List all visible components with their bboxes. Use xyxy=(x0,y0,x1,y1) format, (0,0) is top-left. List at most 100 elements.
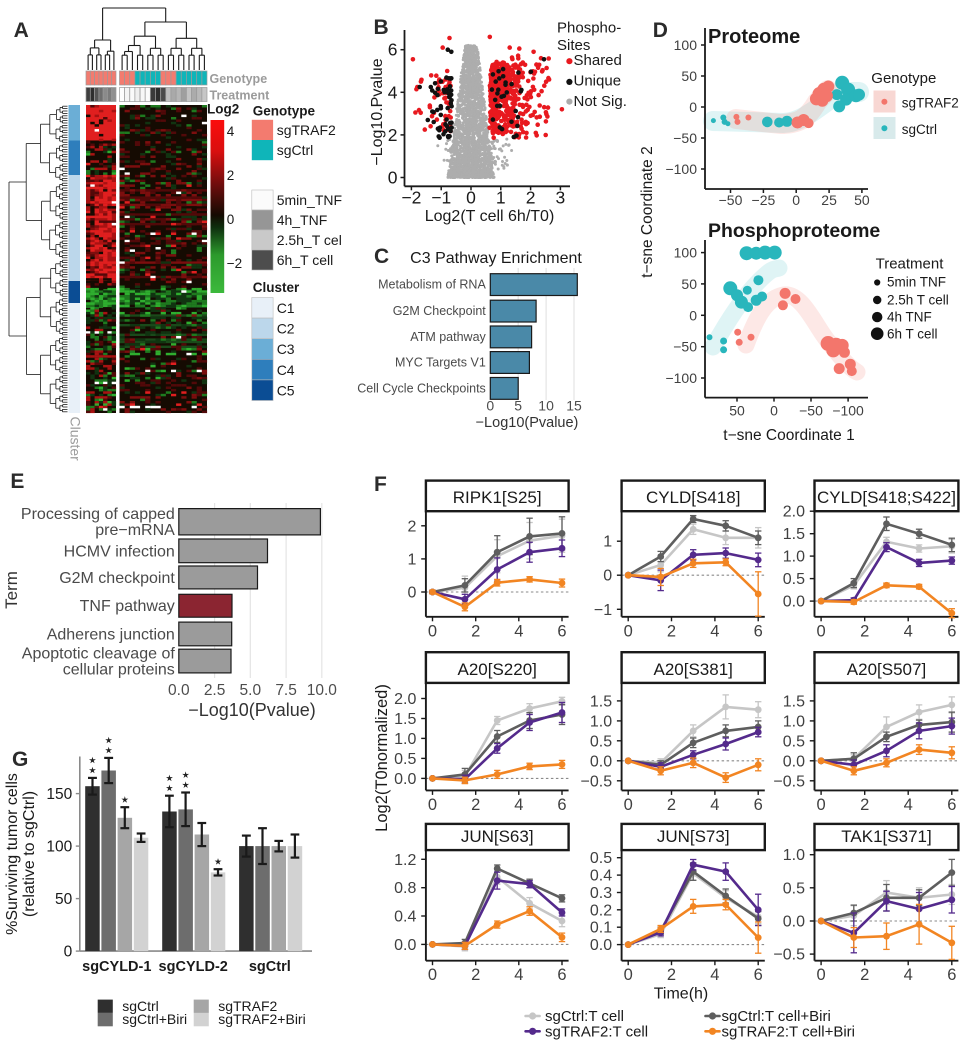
svg-text:Genotype: Genotype xyxy=(871,70,936,87)
svg-text:50: 50 xyxy=(55,891,73,908)
svg-text:sgTRAF2: sgTRAF2 xyxy=(277,122,336,138)
svg-text:1.0: 1.0 xyxy=(783,549,805,566)
svg-text:0: 0 xyxy=(603,568,612,585)
svg-text:1.0: 1.0 xyxy=(394,731,416,748)
svg-text:0.0: 0.0 xyxy=(783,594,805,611)
svg-text:1.5: 1.5 xyxy=(783,693,805,710)
svg-text:0.0: 0.0 xyxy=(394,937,416,954)
svg-text:15: 15 xyxy=(566,398,582,414)
svg-text:Cluster: Cluster xyxy=(253,280,300,295)
svg-text:−1: −1 xyxy=(594,602,612,619)
svg-text:sgTRAF2:T cell: sgTRAF2:T cell xyxy=(545,1023,648,1040)
svg-text:6: 6 xyxy=(947,622,956,640)
svg-text:ATM pathway: ATM pathway xyxy=(410,330,486,344)
svg-text:0.0: 0.0 xyxy=(394,771,416,788)
svg-text:100: 100 xyxy=(674,245,698,261)
svg-text:2.5h T cell: 2.5h T cell xyxy=(887,293,949,308)
svg-text:C3: C3 xyxy=(277,341,295,357)
svg-text:C: C xyxy=(374,245,389,268)
svg-text:TNF pathway: TNF pathway xyxy=(80,598,175,615)
svg-text:0.4: 0.4 xyxy=(590,868,612,885)
svg-text:sgCYLD-2: sgCYLD-2 xyxy=(159,959,228,975)
svg-text:0: 0 xyxy=(770,403,778,419)
svg-text:4: 4 xyxy=(514,622,523,640)
svg-text:Phosphoproteome: Phosphoproteome xyxy=(708,220,880,242)
svg-text:100: 100 xyxy=(46,839,72,856)
svg-text:2: 2 xyxy=(860,622,869,640)
svg-text:sgCtrl: sgCtrl xyxy=(249,959,291,975)
svg-text:TAK1[S371]: TAK1[S371] xyxy=(841,827,931,846)
svg-text:4: 4 xyxy=(904,796,913,814)
svg-text:Not Sig.: Not Sig. xyxy=(574,93,627,110)
svg-text:−50: −50 xyxy=(673,130,697,146)
svg-text:2: 2 xyxy=(471,622,480,640)
svg-text:sgCtrl:T cell+Biri: sgCtrl:T cell+Biri xyxy=(722,1008,831,1025)
svg-text:−2: −2 xyxy=(401,188,421,208)
svg-text:Genotype: Genotype xyxy=(210,72,268,86)
svg-text:Log2(T0normalized): Log2(T0normalized) xyxy=(373,684,391,832)
svg-text:0: 0 xyxy=(792,192,800,208)
svg-text:Apoptotic cleavage of: Apoptotic cleavage of xyxy=(22,646,176,663)
svg-text:0: 0 xyxy=(407,585,416,602)
svg-text:6h_T cell: 6h_T cell xyxy=(277,252,334,268)
svg-text:Phospho-: Phospho- xyxy=(557,20,621,37)
svg-text:−100: −100 xyxy=(665,370,697,386)
svg-text:1: 1 xyxy=(603,534,612,551)
svg-text:3: 3 xyxy=(556,188,566,208)
svg-text:6: 6 xyxy=(557,966,566,984)
svg-text:sgCtrl: sgCtrl xyxy=(902,122,937,137)
svg-text:CYLD[S418]: CYLD[S418] xyxy=(646,488,741,507)
svg-text:0.5: 0.5 xyxy=(783,880,805,897)
svg-text:0.5: 0.5 xyxy=(590,850,612,867)
svg-text:C5: C5 xyxy=(277,382,295,398)
svg-text:t−sne Coordinate 1: t−sne Coordinate 1 xyxy=(723,427,854,444)
svg-text:sgTRAF2: sgTRAF2 xyxy=(218,998,277,1014)
svg-text:0: 0 xyxy=(428,966,437,984)
svg-text:sgCtrl+Biri: sgCtrl+Biri xyxy=(122,1011,187,1027)
svg-text:4h TNF: 4h TNF xyxy=(887,310,932,325)
svg-text:1.0: 1.0 xyxy=(783,713,805,730)
svg-text:0: 0 xyxy=(624,966,633,984)
svg-text:−100: −100 xyxy=(832,403,864,419)
svg-text:50: 50 xyxy=(681,68,697,84)
svg-text:0.2: 0.2 xyxy=(590,902,612,919)
svg-text:Shared: Shared xyxy=(574,52,622,69)
svg-text:4: 4 xyxy=(710,622,719,640)
svg-text:C2: C2 xyxy=(277,321,295,337)
svg-text:0: 0 xyxy=(817,622,826,640)
svg-text:5min TNF: 5min TNF xyxy=(887,275,946,290)
svg-text:Sites: Sites xyxy=(557,37,590,54)
svg-text:JUN[S63]: JUN[S63] xyxy=(461,827,534,846)
svg-text:Genotype: Genotype xyxy=(253,104,316,119)
svg-text:50: 50 xyxy=(854,192,870,208)
svg-text:JUN[S73]: JUN[S73] xyxy=(657,827,730,846)
svg-text:Processing of capped: Processing of capped xyxy=(21,506,175,523)
svg-text:2.5h_T cel: 2.5h_T cel xyxy=(277,232,342,248)
svg-text:0.5: 0.5 xyxy=(590,733,612,750)
svg-text:0.5: 0.5 xyxy=(394,751,416,768)
svg-text:Time(h): Time(h) xyxy=(654,986,709,1003)
svg-text:Log2(T cell 6h/T0): Log2(T cell 6h/T0) xyxy=(425,208,555,225)
svg-text:50: 50 xyxy=(681,276,697,292)
svg-text:6: 6 xyxy=(388,40,398,60)
svg-text:−Log10(Pvalue): −Log10(Pvalue) xyxy=(188,700,316,720)
svg-text:6: 6 xyxy=(754,622,763,640)
svg-text:A: A xyxy=(14,19,29,42)
svg-text:Adherens junction: Adherens junction xyxy=(47,627,175,644)
svg-text:0: 0 xyxy=(817,796,826,814)
svg-text:2.5: 2.5 xyxy=(204,682,226,699)
svg-text:10.0: 10.0 xyxy=(307,682,338,699)
svg-text:1: 1 xyxy=(407,551,416,568)
svg-text:Metabolism of RNA: Metabolism of RNA xyxy=(378,278,486,292)
svg-text:4: 4 xyxy=(904,966,913,984)
svg-text:sgCYLD-1: sgCYLD-1 xyxy=(82,959,151,975)
svg-text:A20[S507]: A20[S507] xyxy=(847,660,926,679)
svg-text:Cell Cycle Checkpoints: Cell Cycle Checkpoints xyxy=(357,381,486,395)
svg-text:0: 0 xyxy=(689,99,697,115)
svg-text:4: 4 xyxy=(710,966,719,984)
svg-text:50: 50 xyxy=(729,403,745,419)
svg-text:2: 2 xyxy=(526,188,536,208)
svg-text:−50: −50 xyxy=(673,339,697,355)
svg-text:2.0: 2.0 xyxy=(394,691,416,708)
svg-text:sgTRAF2:T cell+Biri: sgTRAF2:T cell+Biri xyxy=(722,1023,856,1040)
